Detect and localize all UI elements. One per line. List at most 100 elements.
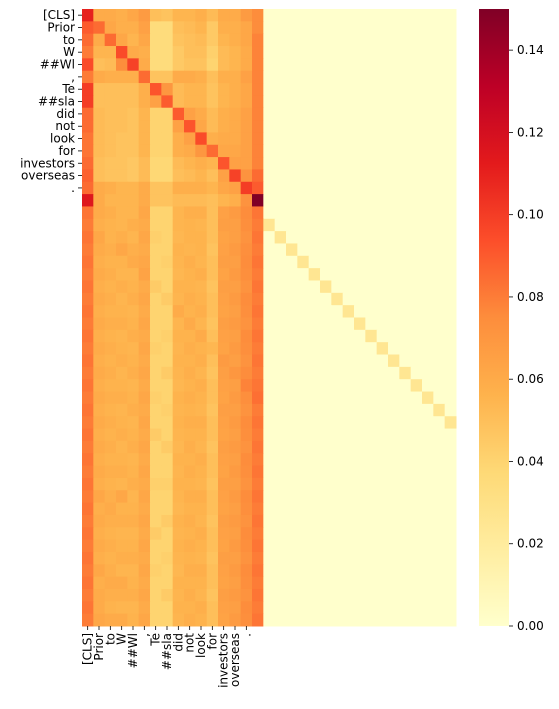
heatmap-cell-r7-c25 [365,95,378,109]
heatmap-cell-r28-c18 [286,354,298,368]
heatmap-cell-r11-c13 [229,144,242,158]
heatmap-cell-r48-c1 [93,601,106,615]
heatmap-cell-r16-c27 [388,206,400,220]
heatmap-cell-r48-c9 [184,601,196,615]
heatmap-cell-r26-c5 [138,329,151,343]
heatmap-cell-r41-c1 [93,514,106,528]
heatmap-cell-r32-c22 [331,403,344,417]
heatmap-cell-r35-c14 [240,440,253,454]
heatmap-cell-r28-c9 [184,354,196,368]
heatmap-cell-r11-c28 [399,144,412,158]
heatmap-cell-r36-c18 [286,453,298,467]
heatmap-cell-r43-c12 [218,539,230,553]
heatmap-cell-r15-c17 [274,194,287,207]
heatmap-cell-r6-c30 [422,83,434,96]
heatmap-cell-r7-c16 [263,95,276,109]
heatmap-cell-r37-c13 [229,465,242,479]
heatmap-cell-r15-c12 [218,194,230,207]
heatmap-cell-r29-c3 [116,366,128,380]
heatmap-cell-r32-c30 [422,403,434,417]
heatmap-cell-r41-c29 [410,514,423,528]
heatmap-cell-r31-c14 [240,391,253,405]
heatmap-cell-r14-c13 [229,181,242,195]
heatmap-cell-r19-c28 [399,243,412,257]
heatmap-cell-r47-c20 [308,588,321,602]
heatmap-cell-r14-c4 [127,181,140,195]
heatmap-cell-r23-c7 [161,292,174,306]
heatmap-cell-r17-c14 [240,218,253,232]
heatmap-cell-r1-c31 [433,21,446,35]
heatmap-cell-r5-c9 [184,70,196,84]
heatmap-cell-r13-c4 [127,169,140,183]
heatmap-cell-r27-c26 [376,342,389,356]
heatmap-cell-r0-c0 [82,9,94,22]
heatmap-cell-r42-c13 [229,527,242,541]
heatmap-cell-r42-c7 [161,527,174,541]
y-tick-label: [CLS] [43,8,75,22]
heatmap-cell-r40-c22 [331,502,344,516]
heatmap-cell-r45-c21 [320,564,332,578]
heatmap-cell-r44-c30 [422,551,434,565]
heatmap-cell-r32-c16 [263,403,276,417]
heatmap-cell-r24-c7 [161,305,174,318]
heatmap-cell-r49-c25 [365,613,378,627]
heatmap-cell-r49-c27 [388,613,400,627]
heatmap-cell-r28-c10 [195,354,208,368]
heatmap-cell-r19-c32 [444,243,457,257]
heatmap-cell-r15-c8 [172,194,185,207]
heatmap-cell-r16-c24 [354,206,366,220]
heatmap-cell-r45-c3 [116,564,128,578]
heatmap-cell-r48-c8 [172,601,185,615]
heatmap-cell-r11-c26 [376,144,389,158]
heatmap-cell-r5-c17 [274,70,287,84]
heatmap-cell-r31-c29 [410,391,423,405]
heatmap-cell-r12-c10 [195,157,208,170]
heatmap-cell-r15-c30 [422,194,434,207]
heatmap-cell-r33-c0 [82,416,94,430]
heatmap-cell-r21-c18 [286,268,298,281]
heatmap-cell-r36-c5 [138,453,151,467]
x-tick-label: Te [149,633,163,647]
heatmap-cell-r29-c7 [161,366,174,380]
heatmap-cell-r49-c8 [172,613,185,627]
heatmap-cell-r38-c15 [252,477,264,491]
heatmap-cell-r17-c3 [116,218,128,232]
heatmap-cell-r20-c6 [150,255,162,269]
heatmap-cell-r21-c24 [354,268,366,281]
heatmap-cell-r29-c12 [218,366,230,380]
heatmap-cell-r20-c26 [376,255,389,269]
heatmap-cell-r22-c12 [218,280,230,294]
heatmap-cell-r37-c7 [161,465,174,479]
heatmap-cell-r48-c26 [376,601,389,615]
heatmap-cell-r20-c5 [138,255,151,269]
heatmap-cell-r49-c18 [286,613,298,627]
heatmap-cell-r0-c4 [127,9,140,22]
heatmap-cell-r39-c8 [172,490,185,504]
heatmap-cell-r30-c9 [184,379,196,393]
heatmap-cell-r24-c24 [354,305,366,318]
heatmap-cell-r49-c7 [161,613,174,627]
heatmap-cell-r32-c32 [444,403,457,417]
heatmap-cell-r28-c26 [376,354,389,368]
heatmap-cell-r47-c21 [320,588,332,602]
heatmap-cell-r19-c29 [410,243,423,257]
heatmap-cell-r5-c26 [376,70,389,84]
heatmap-cell-r11-c18 [286,144,298,158]
heatmap-cell-r45-c31 [433,564,446,578]
x-tick-label: ##sla [160,633,174,670]
heatmap-cell-r48-c21 [320,601,332,615]
heatmap-cell-r40-c29 [410,502,423,516]
heatmap-cell-r9-c25 [365,120,378,133]
heatmap-cell-r44-c28 [399,551,412,565]
heatmap-cell-r5-c10 [195,70,208,84]
heatmap-cell-r45-c15 [252,564,264,578]
heatmap-cell-r3-c29 [410,46,423,59]
heatmap-cell-r26-c31 [433,329,446,343]
heatmap-cell-r33-c5 [138,416,151,430]
heatmap-cell-r28-c5 [138,354,151,368]
heatmap-cell-r19-c17 [274,243,287,257]
heatmap-cell-r1-c4 [127,21,140,35]
heatmap-cell-r40-c24 [354,502,366,516]
heatmap-cell-r40-c18 [286,502,298,516]
heatmap-cell-r13-c14 [240,169,253,183]
